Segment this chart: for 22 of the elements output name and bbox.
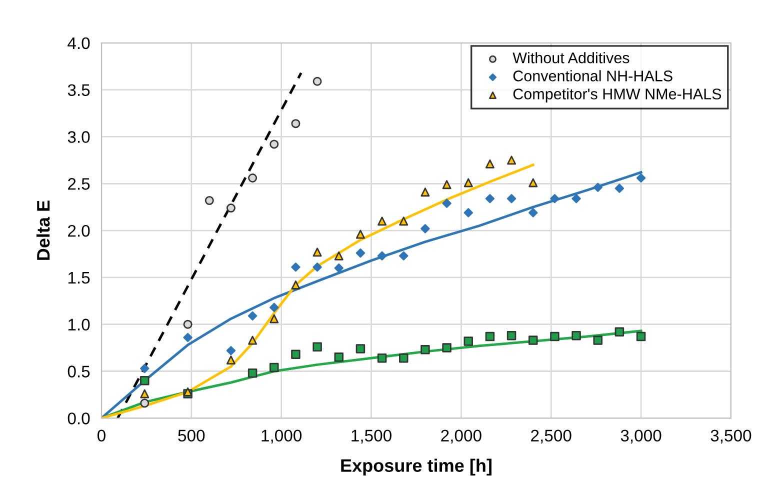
y-tick-label: 3.5 — [68, 84, 90, 96]
x-tick-label: 2,000 — [441, 430, 482, 444]
x-axis-title: Exposure time [h] — [341, 458, 492, 476]
x-tick-label: 3,000 — [620, 430, 662, 444]
legend-label: Without Additives — [512, 52, 630, 64]
x-tick-label: 1,500 — [352, 430, 392, 444]
x-tick-label: 0 — [97, 430, 106, 442]
y-tick-label: 1.5 — [68, 272, 90, 284]
y-tick-label: 0.0 — [68, 412, 90, 424]
x-tick-label: 2,500 — [531, 430, 572, 444]
y-tick-label: 0.5 — [68, 366, 90, 378]
x-tick-label: 3,500 — [710, 430, 752, 444]
x-tick-label: 1,000 — [262, 430, 302, 444]
x-tick-label: 500 — [178, 430, 205, 442]
y-axis-title: Delta E — [36, 200, 50, 260]
legend-label: Conventional NH-HALS — [513, 70, 672, 82]
y-tick-label: 1.0 — [68, 318, 90, 331]
y-tick-label: 2.5 — [68, 178, 90, 190]
y-tick-label: 2.0 — [68, 224, 90, 237]
y-tick-label: 3.0 — [68, 131, 90, 143]
y-tick-label: 4.0 — [68, 37, 90, 50]
legend-label: Competitor's HMW NMe-HALS — [513, 88, 722, 102]
